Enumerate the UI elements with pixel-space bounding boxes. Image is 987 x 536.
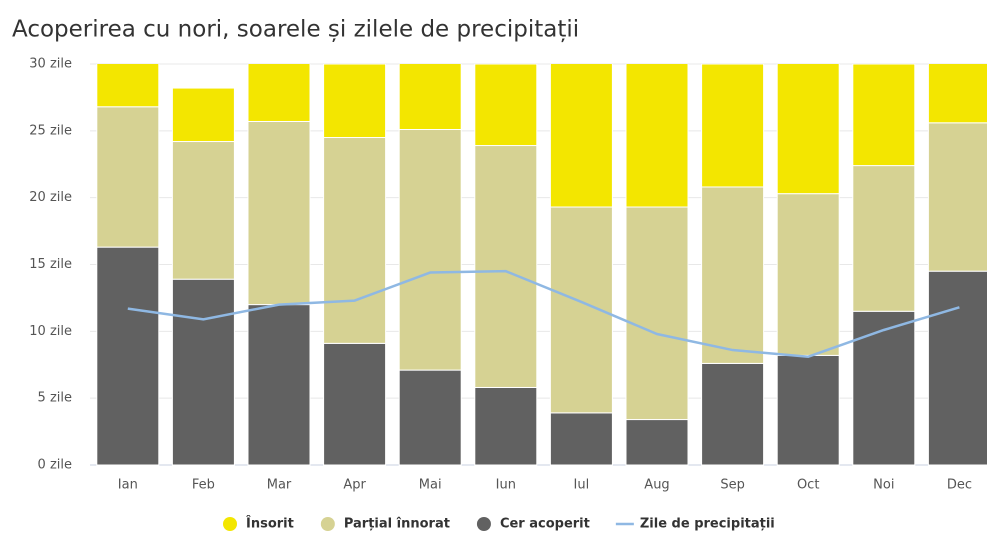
bar-segment (96, 246, 160, 466)
bar-segment (323, 342, 387, 466)
precipitation-line (127, 269, 960, 358)
x-tick-label: Mai (419, 478, 442, 493)
bar-segment (247, 64, 311, 122)
bar-segment (927, 64, 987, 124)
bar-segment (549, 64, 613, 208)
bar-segment (852, 310, 916, 466)
bar-segment (549, 412, 613, 466)
bar-segment (852, 165, 916, 312)
bar-segment (776, 64, 840, 195)
legend-swatch (476, 517, 491, 531)
x-tick-label: Noi (873, 478, 894, 493)
bar-segment (171, 141, 235, 280)
bar-segment (474, 145, 538, 388)
bar-segment (701, 186, 765, 364)
bar-segment (474, 64, 538, 147)
bar-segment (323, 64, 387, 139)
x-tick-label: Ian (118, 478, 138, 493)
bar-segment (625, 64, 689, 208)
legend-swatch (223, 517, 237, 531)
legend-label: Parțial înnorat (344, 517, 450, 532)
bar-segment (171, 87, 235, 143)
y-tick-label: 15 zile (29, 257, 72, 272)
x-tick-label: Iul (574, 478, 590, 493)
x-tick-label: Feb (192, 478, 215, 493)
bar-segment (247, 304, 311, 466)
x-tick-label: Oct (797, 478, 819, 493)
y-tick-label: 5 zile (38, 391, 72, 406)
bar-segment (398, 128, 462, 371)
x-tick-label: Sep (720, 478, 745, 493)
legend-label: Însorit (246, 516, 294, 532)
x-tick-label: Aug (644, 478, 669, 493)
y-tick-label: 0 zile (38, 458, 72, 473)
legend-label: Zile de precipitații (640, 517, 775, 532)
bar-segment (701, 64, 765, 188)
y-tick-label: 25 zile (29, 123, 72, 138)
bar-segment (96, 64, 160, 108)
bar-segment (776, 193, 840, 356)
chart-title: Acoperirea cu nori, soarele și zilele de… (12, 17, 579, 43)
bar-segment (625, 419, 689, 466)
bar-segment (398, 64, 462, 130)
bar-segment (927, 270, 987, 466)
bar-segment (474, 386, 538, 466)
bar-segment (852, 64, 916, 167)
y-tick-label: 10 zile (29, 324, 72, 339)
bar-segment (776, 354, 840, 466)
x-tick-label: Iun (496, 478, 516, 493)
x-tick-label: Mar (267, 478, 292, 493)
bar-segment (323, 137, 387, 344)
bar-segment (247, 120, 311, 306)
bar-segment (701, 362, 765, 466)
bar-segment (171, 278, 235, 466)
bar-segment (625, 206, 689, 421)
legend-swatch (320, 517, 335, 531)
bar-segment (927, 122, 987, 272)
legend-label: Cer acoperit (500, 517, 590, 532)
bar-segment (398, 369, 462, 466)
x-tick-label: Dec (947, 478, 972, 493)
y-tick-label: 30 zile (29, 57, 72, 72)
y-tick-label: 20 zile (29, 190, 72, 205)
x-tick-label: Apr (343, 478, 366, 493)
bar-segment (96, 106, 160, 248)
